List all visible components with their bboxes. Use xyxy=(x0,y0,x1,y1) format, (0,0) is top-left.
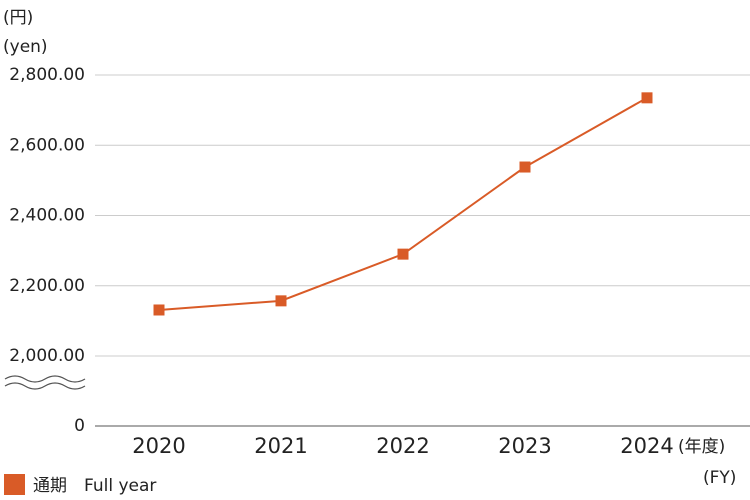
line xyxy=(158,96,648,311)
y-tick-label: 2,200.00 xyxy=(9,276,85,296)
y-unit-label: (yen) xyxy=(3,37,48,57)
x-unit-label: (年度) xyxy=(678,437,725,457)
axis-break xyxy=(4,375,86,383)
y-tick-label: 0 xyxy=(74,416,85,436)
x-tick-label: 2022 xyxy=(376,434,429,458)
y-tick-label: 2,000.00 xyxy=(9,346,85,366)
marker xyxy=(641,92,653,104)
marker xyxy=(275,295,287,307)
y-unit-label: (円) xyxy=(3,8,33,28)
marker xyxy=(153,304,165,316)
legend-label: 通期 Full year xyxy=(33,476,156,496)
y-tick-label: 2,600.00 xyxy=(9,135,85,155)
x-unit-label: (FY) xyxy=(703,468,736,488)
x-tick-label: 2023 xyxy=(498,434,551,458)
x-tick-label: 2020 xyxy=(132,434,185,458)
marker xyxy=(519,161,531,173)
x-tick-label: 2024 xyxy=(620,434,673,458)
marker xyxy=(397,248,409,260)
axis-break xyxy=(4,382,86,390)
y-tick-label: 2,800.00 xyxy=(9,65,85,85)
legend-swatch xyxy=(4,474,25,495)
y-tick-label: 2,400.00 xyxy=(9,206,85,226)
x-tick-label: 2021 xyxy=(254,434,307,458)
